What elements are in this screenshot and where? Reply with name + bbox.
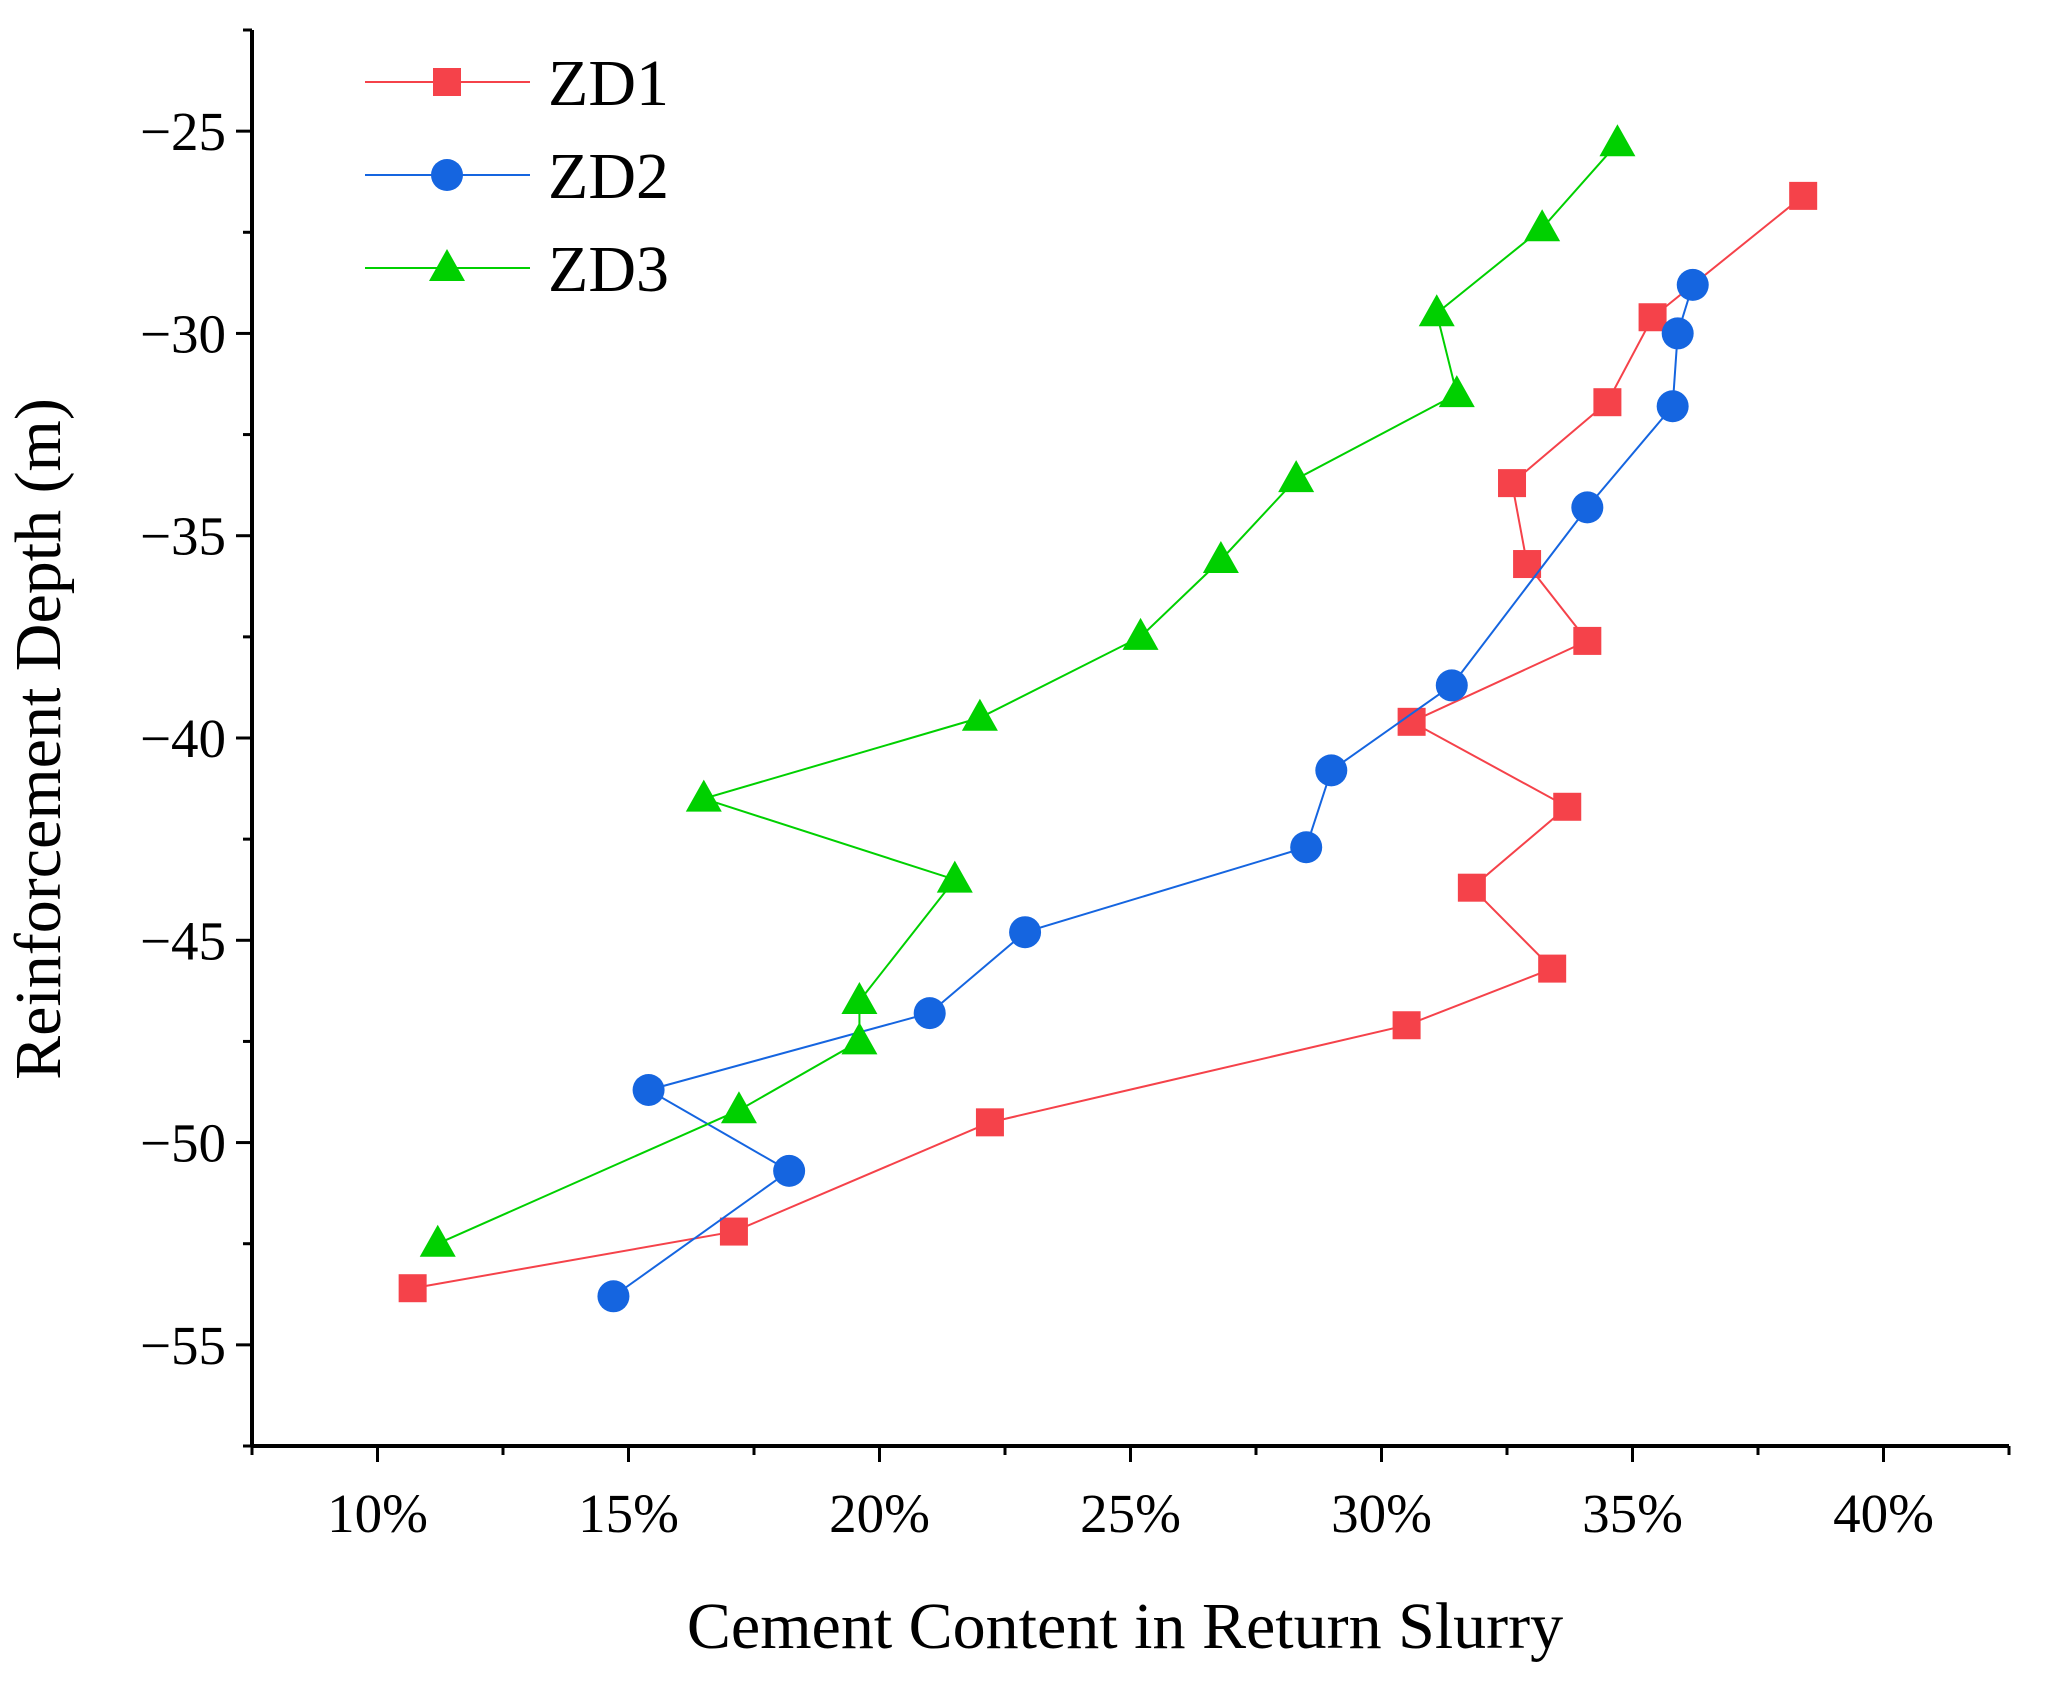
data-point-zd2 bbox=[1315, 754, 1348, 787]
data-point-zd3 bbox=[841, 1022, 878, 1055]
data-point-zd3 bbox=[1438, 375, 1475, 408]
data-point-zd1 bbox=[719, 1217, 748, 1246]
data-point-zd1 bbox=[1638, 303, 1667, 332]
data-point-zd3 bbox=[1202, 540, 1239, 573]
series-layer bbox=[398, 124, 1818, 1313]
data-point-zd3 bbox=[720, 1091, 757, 1124]
y-tick-label: −50 bbox=[140, 1113, 226, 1174]
x-tick-label: 25% bbox=[1080, 1483, 1181, 1544]
data-point-zd3 bbox=[419, 1224, 456, 1257]
legend-item-zd1: ZD1 bbox=[365, 47, 669, 120]
data-point-zd3 bbox=[1122, 617, 1159, 650]
legend: ZD1 ZD2 ZD3 bbox=[365, 47, 669, 306]
data-point-zd2 bbox=[1290, 831, 1323, 864]
legend-item-zd2: ZD2 bbox=[365, 140, 669, 213]
legend-marker-zd2 bbox=[431, 159, 463, 191]
series-line-zd1 bbox=[412, 195, 1804, 1290]
series-line-zd2 bbox=[612, 284, 1694, 1298]
data-point-zd3 bbox=[1599, 124, 1636, 157]
data-point-zd2 bbox=[597, 1280, 630, 1313]
data-point-zd2 bbox=[632, 1073, 665, 1106]
legend-label-zd2: ZD2 bbox=[548, 140, 669, 213]
data-point-zd2 bbox=[1009, 916, 1042, 949]
x-tick-label: 40% bbox=[1833, 1483, 1934, 1544]
legend-item-zd3: ZD3 bbox=[365, 233, 669, 306]
data-point-zd1 bbox=[975, 1108, 1004, 1137]
y-tick-label: −40 bbox=[140, 708, 226, 769]
legend-label-zd3: ZD3 bbox=[548, 233, 669, 306]
data-point-zd1 bbox=[1392, 1011, 1421, 1040]
axes: 10% 15% 20% 25% 30% 35% 40% −25 −30 −35 −40 −45 −50 −… bbox=[140, 28, 2011, 1544]
data-point-zd2 bbox=[913, 997, 946, 1030]
data-point-zd2 bbox=[773, 1154, 806, 1187]
y-tick-label: −45 bbox=[140, 910, 226, 971]
data-point-zd3 bbox=[1524, 209, 1561, 242]
y-tick-label: −35 bbox=[140, 506, 226, 567]
legend-label-zd1: ZD1 bbox=[548, 47, 669, 120]
data-point-zd1 bbox=[1789, 181, 1818, 210]
data-point-zd1 bbox=[1573, 626, 1602, 655]
y-tick-label: −30 bbox=[140, 303, 226, 364]
data-point-zd1 bbox=[1397, 707, 1426, 736]
x-tick-label: 20% bbox=[829, 1483, 930, 1544]
data-point-zd1 bbox=[1593, 388, 1622, 417]
legend-marker-zd3 bbox=[429, 249, 465, 281]
y-tick-label: −25 bbox=[140, 101, 226, 162]
series-zd1 bbox=[398, 181, 1818, 1303]
series-zd3 bbox=[419, 124, 1636, 1257]
data-point-zd2 bbox=[1435, 669, 1468, 702]
data-point-zd3 bbox=[1278, 460, 1315, 493]
data-point-zd3 bbox=[936, 860, 973, 893]
data-point-zd3 bbox=[685, 779, 722, 812]
data-point-zd1 bbox=[1553, 792, 1582, 821]
x-tick-label: 10% bbox=[327, 1483, 428, 1544]
data-point-zd2 bbox=[1571, 491, 1604, 524]
data-point-zd3 bbox=[961, 698, 998, 731]
data-point-zd2 bbox=[1676, 268, 1709, 301]
data-point-zd2 bbox=[1656, 390, 1689, 423]
data-point-zd1 bbox=[1538, 954, 1567, 983]
x-axis-title: Cement Content in Return Slurry bbox=[687, 1590, 1563, 1663]
data-point-zd1 bbox=[1457, 873, 1486, 902]
y-tick-label: −55 bbox=[140, 1315, 226, 1376]
data-point-zd3 bbox=[841, 981, 878, 1014]
y-axis-title: Reinforcement Depth (m) bbox=[2, 398, 75, 1080]
data-point-zd2 bbox=[1661, 317, 1694, 350]
x-tick-label: 30% bbox=[1331, 1483, 1432, 1544]
data-point-zd1 bbox=[398, 1274, 427, 1303]
x-tick-label: 35% bbox=[1582, 1483, 1683, 1544]
data-point-zd1 bbox=[1498, 469, 1527, 498]
data-point-zd3 bbox=[1418, 294, 1455, 327]
legend-marker-zd1 bbox=[433, 68, 461, 96]
x-tick-label: 15% bbox=[578, 1483, 679, 1544]
series-zd2 bbox=[597, 268, 1709, 1313]
